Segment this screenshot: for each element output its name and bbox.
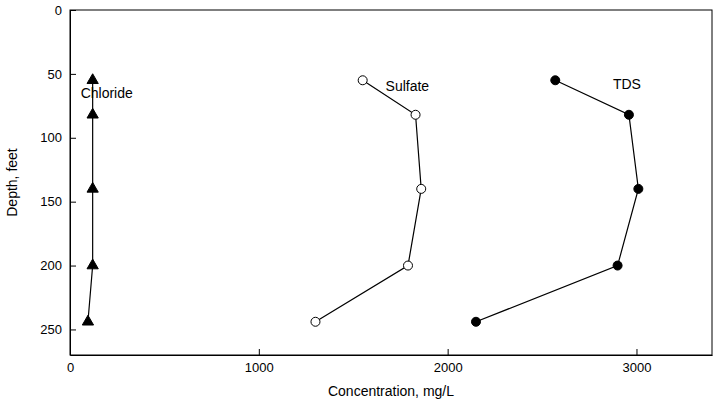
series-marker [411,110,420,119]
series-marker [311,317,320,326]
plot-frame [70,10,712,355]
series-marker [87,259,98,269]
series [311,76,426,327]
y-axis-line [70,11,71,356]
series-marker [624,110,633,119]
y-tick-mark [70,10,76,11]
series-label: Chloride [81,85,133,101]
x-tick-label: 2000 [434,360,463,375]
x-axis-title: Concentration, mg/L [328,383,454,399]
y-tick: 0 [55,3,76,18]
x-tick-mark [259,349,260,355]
y-tick-label: 0 [55,3,62,18]
y-tick: 150 [40,194,76,209]
series-marker [87,182,98,192]
x-tick-label: 3000 [623,360,652,375]
y-tick-label: 250 [40,322,62,337]
series-marker [551,76,560,85]
y-tick: 250 [40,322,76,337]
y-tick: 200 [40,258,76,273]
series-marker [358,76,367,85]
x-tick: 3000 [623,349,652,375]
x-axis-line [71,355,713,356]
plot: 0 1000 2000 3000 0 50 100 150 200 250 Chloride Sulf… [40,3,712,376]
y-tick-mark [70,329,76,330]
x-tick-label: 1000 [245,360,274,375]
y-tick: 50 [48,67,76,82]
x-axis: 0 1000 2000 3000 [67,349,713,375]
y-tick-mark [70,74,76,75]
y-tick: 100 [40,130,76,145]
y-tick-mark [70,138,76,139]
series-marker [403,261,412,270]
x-tick-mark [448,349,449,355]
x-tick: 1000 [245,349,274,375]
series-marker [613,261,622,270]
y-tick-label: 50 [48,67,62,82]
series-group [82,74,643,327]
chart: 0 1000 2000 3000 0 50 100 150 200 250 Chloride Sulf… [0,0,716,412]
series [471,76,642,327]
y-tick-label: 200 [40,258,62,273]
x-tick-label: 0 [67,360,74,375]
series-line [476,80,638,322]
y-axis-title: Depth, feet [4,148,20,217]
series-marker [417,184,426,193]
y-tick-mark [70,266,76,267]
series-label: TDS [613,76,641,92]
series-marker [87,108,98,118]
y-tick-mark [70,202,76,203]
x-tick: 2000 [434,349,463,375]
y-axis: 0 50 100 150 200 250 [40,3,76,356]
series-marker [471,317,480,326]
series-marker [634,184,643,193]
series [82,74,98,325]
y-tick-label: 100 [40,130,62,145]
series-label: Sulfate [386,78,430,94]
series-line [315,80,421,322]
series-marker [87,74,98,84]
y-tick-label: 150 [40,194,62,209]
x-tick-mark [636,349,637,355]
series-marker [82,315,93,325]
